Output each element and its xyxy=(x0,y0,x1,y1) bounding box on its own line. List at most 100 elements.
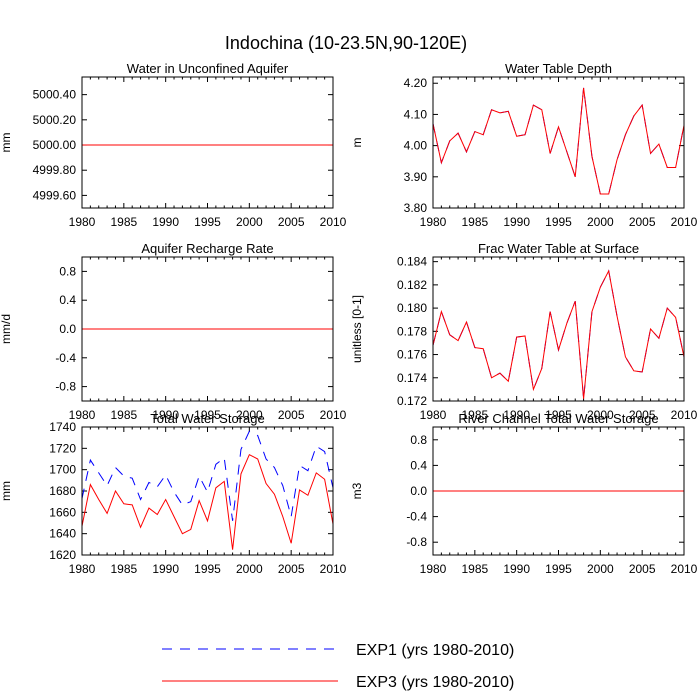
y-tick-label: 0.0 xyxy=(410,484,427,498)
x-tick-label: 1980 xyxy=(69,562,96,576)
x-tick-label: 1995 xyxy=(545,215,572,229)
y-tick-label: 0.8 xyxy=(59,264,76,278)
y-axis-label: unitless [0-1] xyxy=(350,295,364,363)
y-axis-label: mm/d xyxy=(0,314,13,344)
x-tick-label: 1980 xyxy=(69,408,96,422)
plot-frame xyxy=(81,256,334,402)
panel-title: Water Table Depth xyxy=(505,61,612,76)
x-tick-label: 1990 xyxy=(152,408,179,422)
x-tick-label: 2000 xyxy=(587,408,614,422)
y-axis-label: m xyxy=(350,138,364,148)
x-tick-label: 1985 xyxy=(110,562,137,576)
y-tick-label: 0.174 xyxy=(397,371,427,385)
y-tick-label: 1680 xyxy=(49,484,76,498)
x-tick-label: 2000 xyxy=(236,408,263,422)
x-tick-label: 1995 xyxy=(545,562,572,576)
y-tick-label: 1660 xyxy=(49,505,76,519)
y-tick-label: 3.90 xyxy=(404,170,428,184)
panel-4: Frac Water Table at Surface unitless [0-1… xyxy=(350,241,698,422)
x-tick-label: 1995 xyxy=(194,215,221,229)
panels-group: Water in Unconfined Aquifer mm 1980 1985 199… xyxy=(0,61,698,576)
panel-6: River Channel Total Water Storage m3 1980 1… xyxy=(350,411,698,576)
y-tick-label: 1700 xyxy=(49,463,76,477)
x-tick-label: 1985 xyxy=(110,408,137,422)
y-tick-label: 0.184 xyxy=(397,255,427,269)
y-tick-label: 1720 xyxy=(49,441,76,455)
y-tick-label: -0.4 xyxy=(406,510,427,524)
x-tick-label: 2000 xyxy=(236,215,263,229)
x-tick-label: 1995 xyxy=(194,562,221,576)
y-tick-label: -0.8 xyxy=(406,535,427,549)
panel-title: Water in Unconfined Aquifer xyxy=(127,61,289,76)
series-line-exp3 xyxy=(81,454,334,550)
x-tick-label: 2000 xyxy=(236,562,263,576)
y-tick-label: 0.180 xyxy=(397,301,427,315)
x-tick-label: 1990 xyxy=(503,408,530,422)
panel-title: Aquifer Recharge Rate xyxy=(141,241,273,256)
y-tick-label: 0.178 xyxy=(397,324,427,338)
x-tick-label: 1985 xyxy=(461,408,488,422)
y-tick-label: 5000.00 xyxy=(33,138,77,152)
x-tick-label: 2010 xyxy=(671,215,698,229)
legend: EXP1 (yrs 1980-2010) EXP3 (yrs 1980-2010… xyxy=(162,642,514,691)
y-tick-label: 4.10 xyxy=(404,107,428,121)
series-line-exp3 xyxy=(432,269,685,399)
plot-frame xyxy=(432,426,685,556)
x-tick-label: 1990 xyxy=(503,562,530,576)
panel-5: Total Water Storage mm 1980 1985 1990 1995 200… xyxy=(0,411,347,576)
x-tick-label: 1985 xyxy=(461,562,488,576)
y-tick-label: 0.8 xyxy=(410,433,427,447)
x-tick-label: 2005 xyxy=(629,215,656,229)
plot-frame xyxy=(432,256,685,402)
y-axis-label: m3 xyxy=(350,482,364,499)
y-tick-label: 1640 xyxy=(49,527,76,541)
y-tick-label: 0.172 xyxy=(397,394,427,408)
panel-title: Frac Water Table at Surface xyxy=(478,241,639,256)
x-tick-label: 1990 xyxy=(152,562,179,576)
x-tick-label: 2005 xyxy=(629,408,656,422)
y-tick-label: 0.182 xyxy=(397,278,427,292)
x-tick-label: 2000 xyxy=(587,215,614,229)
x-tick-label: 1980 xyxy=(420,215,447,229)
panel-2: Water Table Depth m 1980 1985 1990 1995 2000 20… xyxy=(350,61,698,229)
plot-frame xyxy=(81,76,334,209)
y-axis-label: mm xyxy=(0,133,13,153)
y-tick-label: 4999.80 xyxy=(33,163,77,177)
x-tick-label: 2005 xyxy=(278,562,305,576)
y-tick-label: 0.176 xyxy=(397,348,427,362)
y-tick-label: -0.8 xyxy=(55,380,76,394)
y-tick-label: -0.4 xyxy=(55,351,76,365)
x-tick-label: 1980 xyxy=(420,562,447,576)
x-tick-label: 2010 xyxy=(671,408,698,422)
x-tick-label: 1985 xyxy=(461,215,488,229)
x-tick-label: 1995 xyxy=(545,408,572,422)
x-tick-label: 1990 xyxy=(152,215,179,229)
y-tick-label: 5000.40 xyxy=(33,88,77,102)
x-tick-label: 1980 xyxy=(420,408,447,422)
x-tick-label: 2010 xyxy=(320,562,347,576)
panel-1: Water in Unconfined Aquifer mm 1980 1985 199… xyxy=(0,61,347,229)
x-tick-label: 1985 xyxy=(110,215,137,229)
x-tick-label: 2005 xyxy=(278,215,305,229)
x-tick-label: 1990 xyxy=(503,215,530,229)
y-tick-label: 1620 xyxy=(49,548,76,562)
y-tick-label: 3.80 xyxy=(404,201,428,215)
y-tick-label: 5000.20 xyxy=(33,113,77,127)
series-line-exp3 xyxy=(432,87,685,195)
y-tick-label: 4.00 xyxy=(404,139,428,153)
legend-label-exp1: EXP1 (yrs 1980-2010) xyxy=(356,642,514,659)
x-tick-label: 2010 xyxy=(671,562,698,576)
x-tick-label: 2005 xyxy=(629,562,656,576)
plot-frame xyxy=(81,426,334,556)
plot-frame xyxy=(432,76,685,209)
y-tick-label: 0.4 xyxy=(410,458,427,472)
y-axis-label: mm xyxy=(0,481,13,501)
figure-title: Indochina (10-23.5N,90-120E) xyxy=(225,33,467,53)
y-tick-label: 4999.60 xyxy=(33,188,77,202)
y-tick-label: 1740 xyxy=(49,420,76,434)
panel-3: Aquifer Recharge Rate mm/d 1980 1985 1990 199… xyxy=(0,241,347,422)
panel-title: Total Water Storage xyxy=(150,411,264,426)
x-tick-label: 2010 xyxy=(320,408,347,422)
